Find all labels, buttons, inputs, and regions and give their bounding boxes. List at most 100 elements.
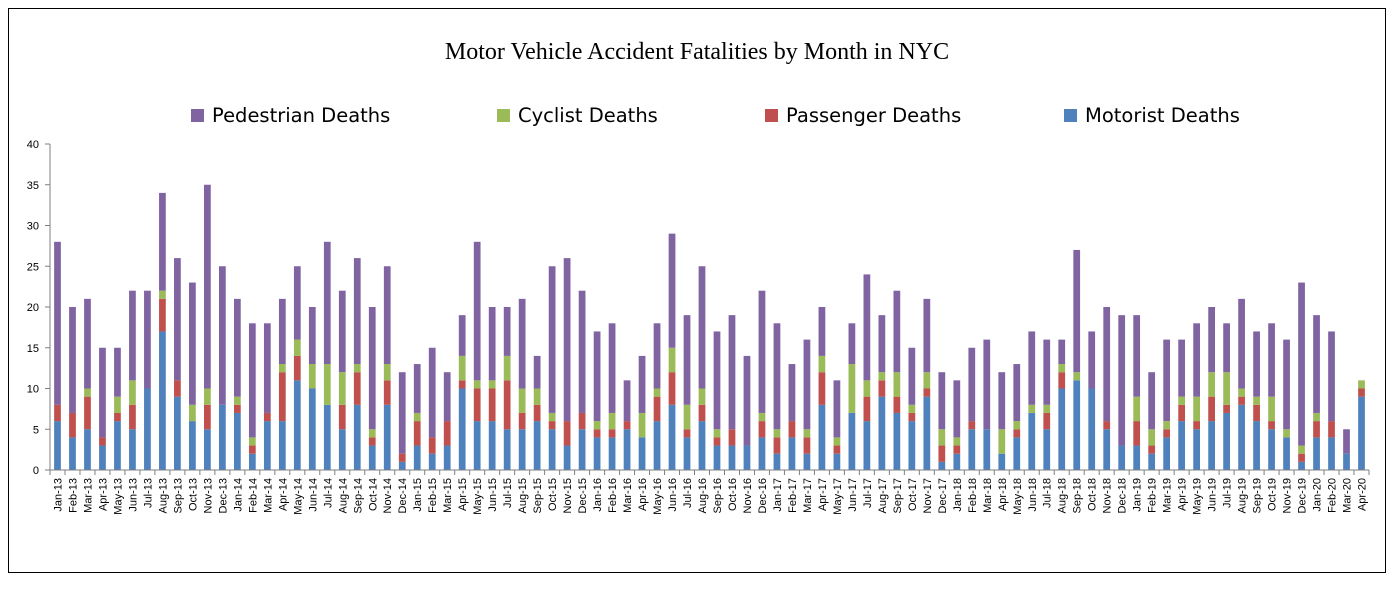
legend-label: Motorist Deaths	[1085, 104, 1240, 127]
bar-segment-pedestrian-deaths	[758, 290, 766, 413]
bar-segment-passenger-deaths	[698, 404, 706, 422]
bar-segment-cyclist-deaths	[593, 421, 601, 430]
bar-segment-passenger-deaths	[1103, 421, 1111, 430]
legend-label: Cyclist Deaths	[518, 104, 658, 127]
x-tick-label: Nov-15	[562, 478, 574, 513]
x-tick-label: Mar-16	[622, 478, 634, 513]
bar-segment-cyclist-deaths	[114, 396, 121, 413]
x-tick-label: Oct-16	[727, 478, 739, 511]
bar-segment-passenger-deaths	[563, 421, 571, 446]
x-tick-label: May-19	[1192, 478, 1204, 515]
bar-segment-cyclist-deaths	[1133, 396, 1141, 422]
bar-segment-cyclist-deaths	[458, 355, 466, 381]
bar-segment-cyclist-deaths	[383, 364, 391, 381]
bar-segment-cyclist-deaths	[338, 372, 346, 405]
bar-segment-motorist-deaths	[878, 396, 886, 470]
x-tick-label: Sep-15	[532, 478, 544, 513]
bar-segment-motorist-deaths	[293, 380, 301, 470]
bar-segment-cyclist-deaths	[1268, 396, 1275, 422]
x-tick-label: Sep-13	[172, 478, 184, 513]
bar-segment-pedestrian-deaths	[653, 323, 661, 389]
x-tick-label: Mar-14	[262, 478, 274, 513]
bar-segment-motorist-deaths	[443, 445, 451, 470]
bar-segment-cyclist-deaths	[278, 364, 286, 373]
bar-segment-passenger-deaths	[533, 404, 541, 422]
bar-segment-pedestrian-deaths	[54, 241, 61, 405]
bar-segment-motorist-deaths	[1118, 445, 1126, 470]
y-tick-label: 20	[27, 302, 39, 314]
x-tick-label: Aug-16	[697, 478, 709, 513]
bar-segment-cyclist-deaths	[758, 412, 766, 422]
bar-segment-motorist-deaths	[458, 388, 466, 470]
x-tick-label: Jan-17	[772, 478, 784, 512]
bar-segment-passenger-deaths	[608, 429, 616, 438]
bar-segment-passenger-deaths	[1043, 412, 1051, 430]
y-tick-label: 15	[27, 343, 39, 355]
bar-segment-cyclist-deaths	[1313, 412, 1320, 422]
bar-segment-passenger-deaths	[1163, 429, 1171, 438]
bar-segment-motorist-deaths	[1148, 453, 1156, 470]
bar-segment-motorist-deaths	[99, 445, 106, 470]
bar-segment-motorist-deaths	[668, 404, 676, 470]
bar-segment-cyclist-deaths	[713, 429, 721, 438]
bar-segment-passenger-deaths	[428, 437, 436, 454]
bar-segment-pedestrian-deaths	[1238, 298, 1245, 389]
bar-segment-motorist-deaths	[773, 453, 781, 470]
legend-swatch	[191, 109, 204, 122]
bar-segment-cyclist-deaths	[1283, 429, 1290, 438]
chart-frame: Motor Vehicle Accident Fatalities by Mon…	[8, 8, 1386, 573]
bar-segment-pedestrian-deaths	[1178, 339, 1186, 397]
bar-segment-cyclist-deaths	[683, 404, 691, 430]
bar-segment-pedestrian-deaths	[878, 315, 886, 373]
bar-segment-pedestrian-deaths	[1133, 315, 1141, 397]
bar-segment-motorist-deaths	[923, 396, 931, 470]
bar-segment-pedestrian-deaths	[84, 298, 91, 389]
bar-segment-cyclist-deaths	[1058, 364, 1066, 373]
x-tick-label: Aug-15	[517, 478, 529, 513]
x-tick-label: Jan-15	[412, 478, 424, 512]
bar-segment-cyclist-deaths	[548, 412, 556, 422]
bar-segment-cyclist-deaths	[1043, 404, 1051, 413]
bar-segment-motorist-deaths	[248, 453, 256, 470]
bar-segment-motorist-deaths	[323, 404, 331, 470]
bar-segment-cyclist-deaths	[293, 339, 301, 356]
bar-segment-cyclist-deaths	[668, 347, 676, 373]
x-tick-label: Dec-16	[757, 478, 769, 513]
bar-segment-passenger-deaths	[84, 396, 91, 430]
bar-segment-pedestrian-deaths	[788, 364, 796, 422]
bar-segment-motorist-deaths	[1238, 404, 1245, 470]
x-tick-label: Jul-18	[1042, 478, 1054, 508]
bar-segment-passenger-deaths	[668, 372, 676, 405]
bar-segment-cyclist-deaths	[818, 355, 826, 373]
bar-segment-passenger-deaths	[353, 372, 361, 405]
bar-segment-motorist-deaths	[698, 421, 706, 470]
bar-segment-cyclist-deaths	[953, 437, 961, 446]
x-tick-label: Jun-14	[307, 478, 319, 512]
bar-segment-pedestrian-deaths	[1088, 331, 1096, 389]
bar-segment-cyclist-deaths	[698, 388, 706, 405]
x-tick-label: Nov-19	[1282, 478, 1294, 513]
bar-segment-pedestrian-deaths	[144, 290, 151, 389]
bar-segment-cyclist-deaths	[608, 412, 616, 430]
x-tick-label: Aug-18	[1057, 478, 1069, 513]
bar-segment-pedestrian-deaths	[1208, 307, 1215, 373]
bar-segment-pedestrian-deaths	[248, 323, 256, 438]
bar-segment-pedestrian-deaths	[773, 323, 781, 430]
bar-segment-pedestrian-deaths	[1193, 323, 1201, 397]
bar-segment-pedestrian-deaths	[578, 290, 586, 413]
bar-segment-pedestrian-deaths	[308, 307, 316, 365]
x-tick-label: Aug-14	[337, 478, 349, 513]
bar-segment-passenger-deaths	[503, 380, 511, 430]
x-tick-label: Jan-14	[232, 478, 244, 512]
bar-segment-passenger-deaths	[1298, 453, 1305, 462]
bar-segment-passenger-deaths	[893, 396, 901, 413]
x-tick-label: Nov-13	[202, 478, 214, 513]
x-tick-label: Dec-13	[217, 478, 229, 513]
bar-segment-passenger-deaths	[458, 380, 466, 389]
x-tick-label: May-18	[1012, 478, 1024, 515]
bar-segment-pedestrian-deaths	[1043, 339, 1051, 405]
bar-segment-passenger-deaths	[773, 437, 781, 454]
bar-segment-passenger-deaths	[758, 421, 766, 438]
bar-segment-pedestrian-deaths	[398, 372, 406, 454]
bar-segment-pedestrian-deaths	[803, 339, 811, 430]
